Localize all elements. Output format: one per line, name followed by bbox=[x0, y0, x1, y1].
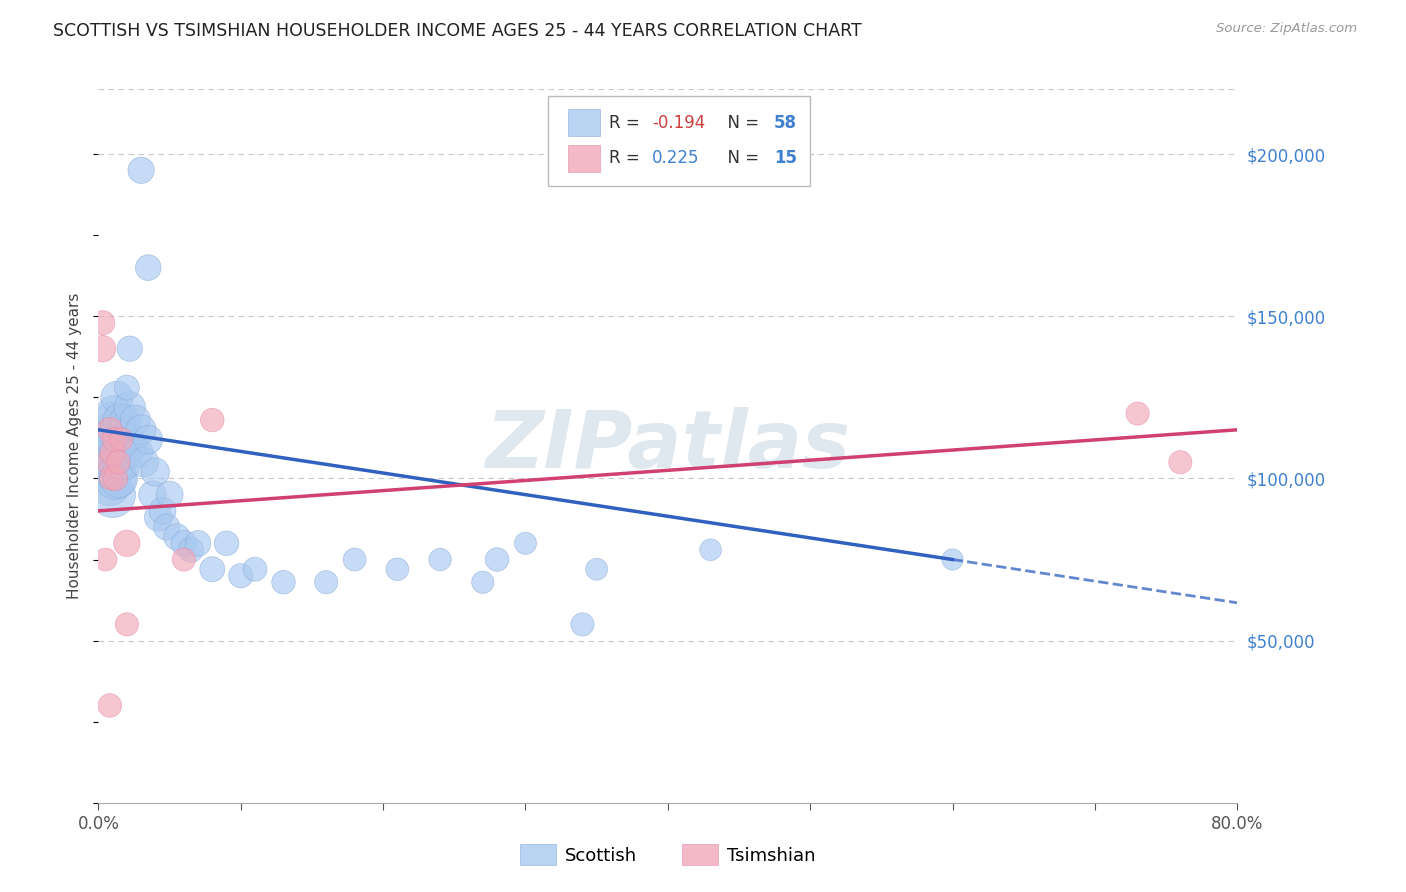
Point bbox=[101, 488, 124, 502]
Point bbox=[215, 536, 238, 550]
Text: -0.194: -0.194 bbox=[652, 114, 706, 132]
Text: R =: R = bbox=[609, 114, 644, 132]
Point bbox=[1170, 455, 1192, 469]
Text: ZIPatlas: ZIPatlas bbox=[485, 407, 851, 485]
Point bbox=[121, 439, 143, 453]
Point bbox=[94, 439, 117, 453]
Point bbox=[97, 423, 120, 437]
Point bbox=[115, 536, 138, 550]
Point bbox=[486, 552, 509, 566]
Point bbox=[273, 575, 295, 590]
FancyBboxPatch shape bbox=[568, 109, 599, 136]
Point bbox=[173, 536, 195, 550]
Point bbox=[152, 504, 174, 518]
Y-axis label: Householder Income Ages 25 - 44 years: Householder Income Ages 25 - 44 years bbox=[67, 293, 83, 599]
Point bbox=[104, 471, 127, 485]
Point bbox=[942, 552, 965, 566]
Point bbox=[98, 433, 121, 447]
Point bbox=[515, 536, 537, 550]
Point bbox=[96, 465, 118, 479]
Point bbox=[201, 413, 224, 427]
Point bbox=[315, 575, 337, 590]
Point bbox=[97, 455, 120, 469]
Point bbox=[98, 698, 121, 713]
Point bbox=[166, 530, 188, 544]
Point bbox=[105, 390, 128, 404]
Text: 0.225: 0.225 bbox=[652, 150, 699, 168]
Point bbox=[243, 562, 266, 576]
Text: 58: 58 bbox=[773, 114, 797, 132]
Point bbox=[100, 471, 122, 485]
Point bbox=[105, 445, 128, 459]
Point bbox=[100, 413, 122, 427]
Point bbox=[103, 407, 125, 421]
Point bbox=[114, 413, 136, 427]
Text: SCOTTISH VS TSIMSHIAN HOUSEHOLDER INCOME AGES 25 - 44 YEARS CORRELATION CHART: SCOTTISH VS TSIMSHIAN HOUSEHOLDER INCOME… bbox=[53, 22, 862, 40]
Point bbox=[129, 423, 152, 437]
Point bbox=[110, 445, 132, 459]
Point bbox=[91, 455, 114, 469]
Point bbox=[1126, 407, 1149, 421]
Text: 15: 15 bbox=[773, 150, 797, 168]
Point bbox=[104, 471, 127, 485]
Point bbox=[103, 445, 125, 459]
Point bbox=[93, 445, 115, 459]
Point bbox=[91, 342, 114, 356]
Point bbox=[118, 342, 141, 356]
Point bbox=[110, 433, 132, 447]
Point bbox=[699, 542, 721, 557]
Legend: Scottish, Tsimshian: Scottish, Tsimshian bbox=[513, 837, 823, 872]
Point bbox=[107, 471, 129, 485]
Point bbox=[132, 455, 155, 469]
Point bbox=[108, 413, 131, 427]
Text: Source: ZipAtlas.com: Source: ZipAtlas.com bbox=[1216, 22, 1357, 36]
Point bbox=[585, 562, 607, 576]
Point bbox=[107, 423, 129, 437]
Point bbox=[124, 413, 146, 427]
Point bbox=[429, 552, 451, 566]
Text: N =: N = bbox=[717, 150, 765, 168]
Point bbox=[180, 542, 202, 557]
Point bbox=[201, 562, 224, 576]
Point bbox=[136, 433, 159, 447]
Point bbox=[145, 465, 167, 479]
Point bbox=[127, 445, 149, 459]
Point bbox=[101, 445, 124, 459]
Point bbox=[129, 163, 152, 178]
Point bbox=[141, 488, 163, 502]
Point bbox=[471, 575, 494, 590]
Point bbox=[107, 455, 129, 469]
Point bbox=[108, 455, 131, 469]
Point bbox=[112, 455, 135, 469]
Point bbox=[136, 260, 159, 275]
Point bbox=[115, 381, 138, 395]
Point bbox=[111, 423, 134, 437]
Point bbox=[343, 552, 366, 566]
Point bbox=[91, 316, 114, 330]
Point bbox=[571, 617, 593, 632]
Point bbox=[103, 433, 125, 447]
Point bbox=[387, 562, 409, 576]
Point bbox=[94, 552, 117, 566]
Point bbox=[148, 510, 170, 524]
Point bbox=[115, 445, 138, 459]
Point bbox=[187, 536, 209, 550]
Point bbox=[104, 433, 127, 447]
Point bbox=[100, 449, 122, 463]
Point bbox=[115, 617, 138, 632]
Point bbox=[156, 520, 179, 534]
Point bbox=[101, 461, 124, 475]
FancyBboxPatch shape bbox=[548, 96, 810, 186]
Text: R =: R = bbox=[609, 150, 644, 168]
Point bbox=[229, 568, 252, 582]
Point bbox=[98, 423, 121, 437]
Point bbox=[98, 478, 121, 492]
Point bbox=[159, 488, 181, 502]
Point bbox=[173, 552, 195, 566]
Point bbox=[118, 400, 141, 414]
Text: N =: N = bbox=[717, 114, 765, 132]
FancyBboxPatch shape bbox=[568, 145, 599, 172]
Point bbox=[112, 433, 135, 447]
